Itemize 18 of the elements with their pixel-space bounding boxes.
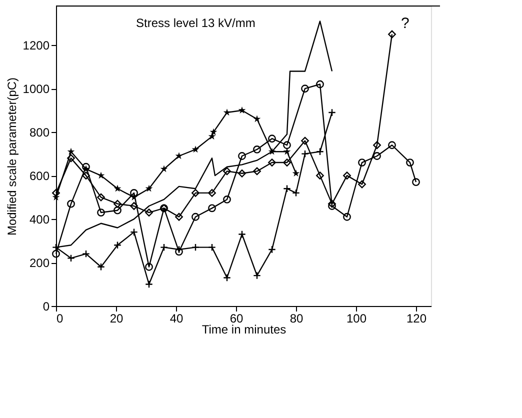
annotation: ? <box>401 15 410 32</box>
y-tick-label: 1000 <box>22 82 50 96</box>
y-tick-label: 1200 <box>22 38 50 53</box>
y-tick-label: 800 <box>29 126 50 140</box>
annotation: Stress level 13 kV/mm <box>136 16 256 30</box>
x-tick-label: 100 <box>346 312 367 326</box>
y-tick-label: 200 <box>29 256 50 270</box>
y-axis-title: Modified scale parameter(pC) <box>4 77 19 236</box>
x-tick-label: 120 <box>406 312 427 326</box>
x-axis-title: Time in minutes <box>202 322 286 336</box>
y-tick-label: 400 <box>29 212 50 227</box>
y-tick-label: 0 <box>42 300 50 314</box>
x-tick-label: 60 <box>230 312 244 326</box>
x-tick-label: 40 <box>170 312 184 326</box>
y-tick-label: 600 <box>29 169 50 184</box>
x-tick-label: 80 <box>290 312 304 326</box>
x-tick-label: 0 <box>56 312 64 326</box>
x-tick-label: 20 <box>110 312 124 326</box>
